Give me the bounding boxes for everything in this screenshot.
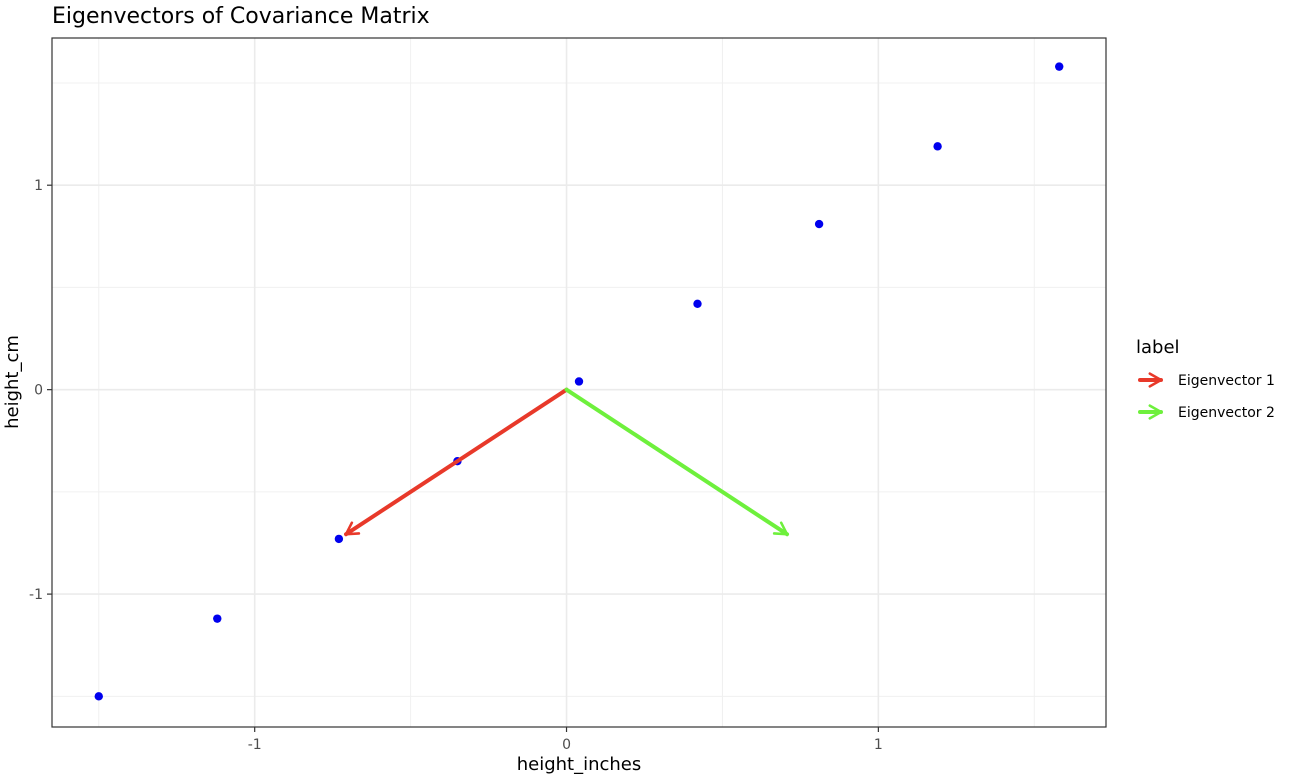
grid-minor	[52, 38, 1106, 727]
x-tick-label: 1	[874, 737, 883, 753]
data-point	[933, 142, 942, 151]
data-point	[94, 692, 103, 701]
data-point	[1055, 62, 1064, 71]
x-axis-ticks: -1 0 1	[248, 727, 883, 753]
data-point	[693, 299, 702, 308]
data-point	[814, 219, 824, 229]
y-axis-title: height_cm	[2, 335, 23, 429]
eigenvector-2-arrow	[564, 387, 790, 537]
legend-items: Eigenvector 1 Eigenvector 2	[1138, 372, 1275, 421]
data-point	[574, 377, 584, 386]
data-point	[213, 614, 222, 623]
y-tick-label: -1	[29, 587, 43, 603]
y-tick-label: 0	[34, 383, 43, 399]
grid-major	[52, 38, 1106, 727]
data-point	[334, 534, 344, 544]
x-axis-title: height_inches	[517, 754, 642, 775]
legend: label Eigenvector 1 Eigenvector 2	[1136, 337, 1275, 421]
plot-panel	[51, 37, 1107, 728]
eigenvector-1-arrow	[344, 387, 569, 537]
panel-border	[51, 37, 1107, 728]
chart-title: Eigenvectors of Covariance Matrix	[52, 4, 430, 29]
legend-label-2: Eigenvector 2	[1178, 405, 1275, 421]
y-axis-ticks: -1 0 1	[29, 178, 52, 603]
legend-title: label	[1136, 337, 1180, 358]
x-tick-label: 0	[562, 737, 571, 753]
eigenvector-arrows	[344, 387, 790, 537]
legend-label-1: Eigenvector 1	[1178, 373, 1275, 389]
x-tick-label: -1	[248, 737, 262, 753]
y-tick-label: 1	[34, 178, 43, 194]
